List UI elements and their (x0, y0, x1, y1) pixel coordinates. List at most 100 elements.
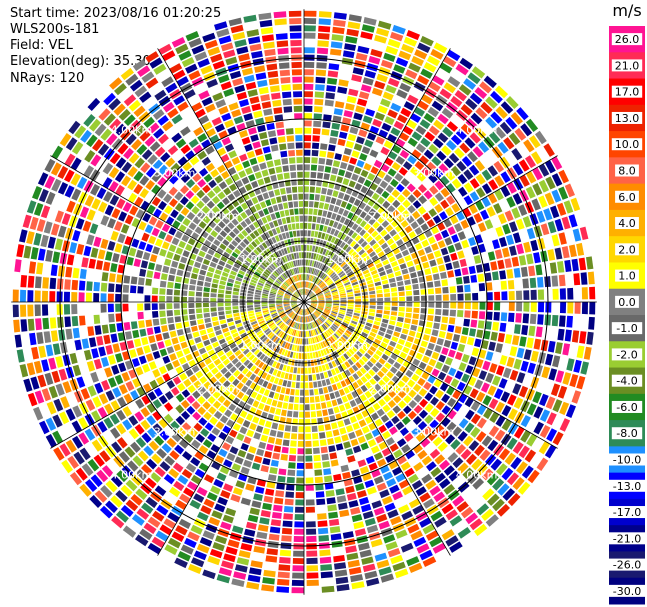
range-gate-cell (162, 50, 176, 62)
range-gate-cell (397, 257, 405, 265)
range-gate-cell (332, 275, 339, 281)
range-gate-cell (455, 63, 469, 76)
range-gate-cell (313, 253, 317, 260)
range-gate-cell (108, 167, 120, 179)
range-gate-cell (192, 173, 202, 183)
range-gate-cell (171, 432, 182, 443)
range-gate-cell (318, 387, 324, 395)
range-gate-cell (228, 243, 236, 251)
range-gate-cell (411, 149, 422, 159)
range-gate-cell (516, 290, 523, 300)
range-gate-cell (420, 340, 428, 348)
range-gate-cell (269, 429, 277, 437)
range-gate-cell (117, 264, 125, 274)
range-gate-cell (304, 288, 306, 295)
range-gate-cell (335, 488, 345, 496)
range-gate-cell (202, 391, 211, 400)
range-gate-cell (284, 294, 291, 298)
range-gate-cell (391, 302, 398, 306)
range-gate-cell (280, 323, 286, 330)
range-gate-cell (501, 302, 508, 311)
range-gate-cell (446, 49, 461, 62)
range-gate-cell (80, 327, 88, 338)
range-gate-cell (164, 492, 177, 504)
range-gate-cell (89, 495, 103, 508)
range-gate-cell (216, 574, 231, 584)
range-gate-cell (309, 352, 313, 359)
range-gate-cell (333, 406, 340, 414)
range-gate-cell (406, 335, 414, 343)
range-gate-cell (291, 223, 296, 230)
range-gate-cell (355, 299, 362, 302)
range-gate-cell (262, 308, 269, 311)
colorbar: m/s 26.021.017.013.010.08.06.04.02.01.00… (608, 1, 646, 605)
range-gate-cell (347, 559, 360, 568)
range-gate-cell (345, 341, 352, 348)
range-gate-cell (236, 224, 244, 232)
range-gate-cell (214, 21, 228, 31)
range-gate-cell (316, 290, 322, 295)
range-gate-cell (224, 302, 231, 307)
range-gate-cell (400, 107, 412, 118)
range-gate-cell (468, 265, 476, 275)
range-gate-cell (295, 352, 299, 359)
range-gate-cell (478, 370, 488, 381)
range-gate-cell (435, 361, 444, 370)
range-gate-cell (369, 493, 380, 502)
range-gate-cell (318, 11, 332, 18)
range-gate-cell (398, 50, 412, 61)
range-gate-cell (278, 289, 285, 294)
range-gate-cell (499, 199, 510, 211)
range-gate-cell (338, 270, 344, 276)
range-gate-cell (400, 333, 407, 340)
range-gate-cell (323, 266, 329, 273)
range-gate-cell (405, 450, 415, 460)
range-gate-cell (428, 208, 437, 218)
range-gate-cell (290, 321, 294, 327)
range-gate-cell (507, 280, 515, 290)
range-gate-cell (583, 346, 592, 360)
range-gate-cell (294, 113, 303, 120)
range-gate-cell (152, 399, 162, 409)
range-gate-cell (187, 416, 197, 426)
range-gate-cell (402, 125, 414, 136)
colorbar-tick-label: 1.0 (618, 270, 636, 283)
range-gate-cell (288, 150, 295, 157)
range-gate-cell (251, 276, 259, 282)
range-gate-cell (246, 270, 253, 276)
range-gate-cell (295, 330, 298, 337)
range-gate-cell (315, 336, 320, 343)
range-gate-cell (178, 335, 186, 343)
range-gate-cell (59, 197, 69, 211)
range-gate-cell (364, 432, 374, 441)
range-gate-cell (216, 234, 224, 242)
range-gate-cell (205, 276, 212, 283)
range-gate-cell (386, 410, 396, 419)
range-gate-cell (50, 264, 58, 276)
range-gate-cell (222, 251, 230, 259)
range-gate-cell (293, 306, 299, 310)
range-gate-cell (498, 378, 508, 389)
range-gate-cell (164, 339, 172, 347)
range-gate-cell (504, 452, 516, 465)
range-gate-cell (127, 519, 141, 532)
range-gate-cell (226, 212, 235, 221)
range-gate-cell (289, 320, 293, 327)
range-gate-cell (494, 189, 504, 201)
range-gate-cell (128, 152, 140, 164)
range-gate-cell (320, 333, 326, 340)
range-gate-cell (439, 459, 450, 471)
range-gate-cell (314, 388, 319, 396)
range-gate-cell (304, 32, 316, 39)
range-gate-cell (351, 320, 358, 325)
range-gate-cell (238, 170, 247, 179)
range-gate-cell (108, 181, 119, 193)
range-gate-cell (65, 439, 77, 453)
range-gate-cell (238, 53, 250, 62)
range-gate-cell (97, 143, 110, 156)
range-gate-cell (340, 124, 350, 132)
range-gate-cell (227, 500, 239, 510)
range-gate-cell (433, 250, 442, 258)
range-gate-cell (304, 281, 306, 288)
range-gate-cell (343, 418, 351, 426)
